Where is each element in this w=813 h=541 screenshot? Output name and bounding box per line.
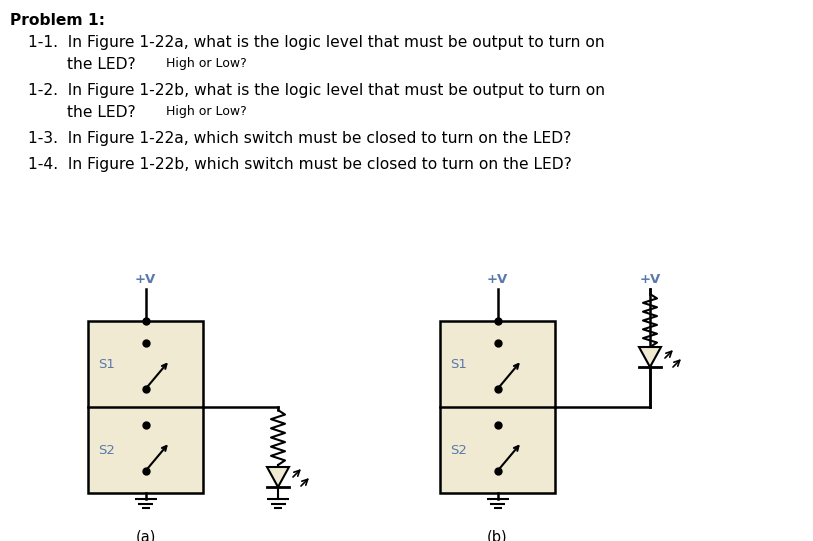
Text: 1-2.  In Figure 1-22b, what is the logic level that must be output to turn on: 1-2. In Figure 1-22b, what is the logic … bbox=[28, 83, 605, 98]
Polygon shape bbox=[267, 467, 289, 487]
Text: the LED?: the LED? bbox=[28, 105, 136, 120]
Text: 1-3.  In Figure 1-22a, which switch must be closed to turn on the LED?: 1-3. In Figure 1-22a, which switch must … bbox=[28, 131, 572, 146]
Text: (b): (b) bbox=[487, 529, 508, 541]
Bar bbox=[440, 321, 555, 493]
Text: S2: S2 bbox=[450, 444, 467, 457]
Text: S2: S2 bbox=[98, 444, 115, 457]
Text: the LED?: the LED? bbox=[28, 57, 136, 72]
Text: 1-1.  In Figure 1-22a, what is the logic level that must be output to turn on: 1-1. In Figure 1-22a, what is the logic … bbox=[28, 35, 605, 50]
Text: S1: S1 bbox=[450, 358, 467, 371]
Bar bbox=[88, 321, 203, 493]
Text: High or Low?: High or Low? bbox=[158, 105, 247, 118]
Text: (a): (a) bbox=[135, 529, 155, 541]
Text: +V: +V bbox=[487, 273, 508, 286]
Text: High or Low?: High or Low? bbox=[158, 57, 247, 70]
Text: +V: +V bbox=[639, 273, 661, 286]
Text: +V: +V bbox=[135, 273, 156, 286]
Text: 1-4.  In Figure 1-22b, which switch must be closed to turn on the LED?: 1-4. In Figure 1-22b, which switch must … bbox=[28, 157, 572, 172]
Text: S1: S1 bbox=[98, 358, 115, 371]
Text: Problem 1:: Problem 1: bbox=[10, 13, 105, 28]
Polygon shape bbox=[639, 347, 661, 367]
